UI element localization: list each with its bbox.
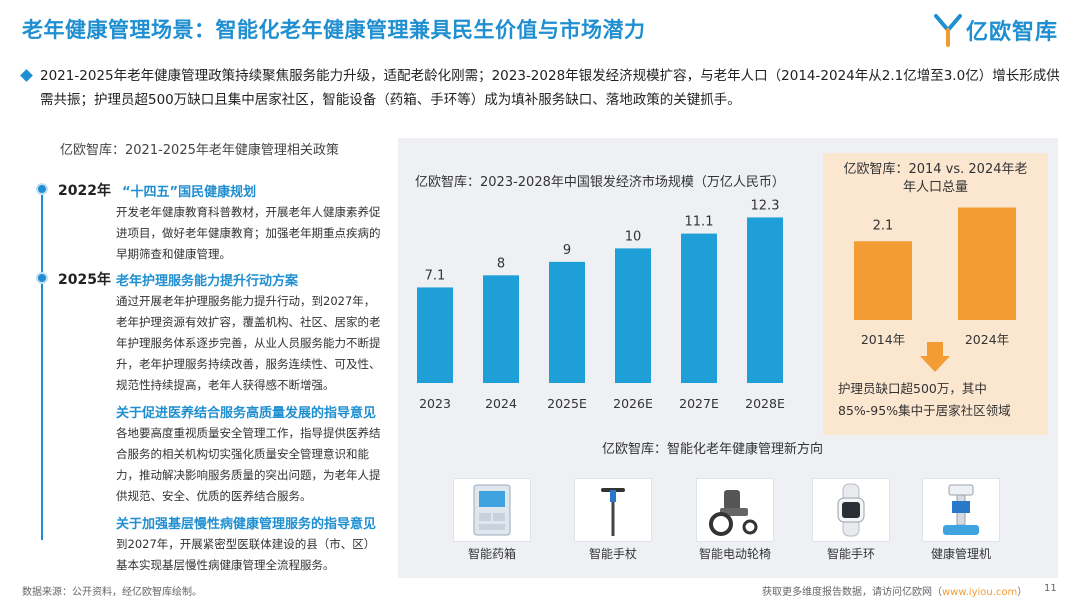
bar-value-label: 11.1 xyxy=(685,215,714,230)
bar-value-label: 7.1 xyxy=(425,268,446,283)
population-chart-title: 亿欧智库：2014 vs. 2024年老年人口总量 xyxy=(823,161,1048,197)
timeline-dot xyxy=(36,272,48,284)
device-label: 智能手环 xyxy=(826,547,875,561)
policy-year: 2025年 xyxy=(58,272,111,288)
policy-year: 2022年 xyxy=(58,183,111,199)
smart-cane-icon xyxy=(574,478,652,542)
category-tick-label: 2027E xyxy=(679,396,719,411)
policies-section-title: 亿欧智库：2021-2025年老年健康管理相关政策 xyxy=(60,143,339,158)
policy-body: 各地要高度重视质量安全管理工作，指导提供医养结合服务的相关机构切实强化质量安全管… xyxy=(116,426,381,503)
caregiver-gap-note: 护理员缺口超500万，其中85%-95%集中于居家社区领域 xyxy=(838,381,1011,418)
category-tick-label: 2024 xyxy=(485,396,517,411)
device-label: 智能手杖 xyxy=(588,547,637,561)
bar-value-label: 10 xyxy=(625,229,642,244)
data-source: 数据来源：公开资料，经亿欧智库绘制。 xyxy=(22,587,202,598)
device-label: 智能药箱 xyxy=(467,547,516,561)
policy-title: 关于加强基层慢性病健康管理服务的指导意见 xyxy=(116,517,377,532)
smart-band-icon xyxy=(812,478,890,542)
silver-economy-chart-title: 亿欧智库：2023-2028年中国银发经济市场规模（万亿人民币） xyxy=(415,175,785,190)
device-card: 智能药箱 xyxy=(453,478,531,562)
device-label: 智能电动轮椅 xyxy=(698,547,771,561)
bar xyxy=(483,275,519,383)
policy-body: 到2027年，开展紧密型医联体建设的县（市、区）基本实现基层慢性病健康管理全流程… xyxy=(116,537,376,572)
population-bar-chart: 2.12014年3.02024年 xyxy=(854,207,1016,347)
silver-economy-bar-chart: 7.1 2023 8 2024 9 2025E 10 2026E 11.1 2027E 12.3 20… xyxy=(417,198,785,411)
medicine-cabinet-icon xyxy=(453,478,531,542)
category-tick-label: 2026E xyxy=(613,396,653,411)
timeline-line xyxy=(41,190,43,540)
bar xyxy=(747,217,783,383)
footer-more-info: 获取更多维度报告数据，请访问亿欧网（www.iyiou.com） xyxy=(762,583,1027,598)
policy-title: “十四五”国民健康规划 xyxy=(122,185,257,200)
bar xyxy=(417,287,453,383)
category-tick-label: 2023 xyxy=(419,396,451,411)
arrow-down-icon xyxy=(920,342,950,372)
logo-text: 亿欧智库 xyxy=(965,20,1058,45)
device-card: 智能手杖 xyxy=(574,478,652,562)
population-title-line: 亿欧智库：2014 vs. 2024年老年人口总量 xyxy=(843,162,1028,195)
bar xyxy=(549,261,585,383)
category-tick-label: 2025E xyxy=(547,396,587,411)
device-card: 智能电动轮椅 xyxy=(696,478,774,562)
population-bar xyxy=(854,241,912,320)
footer-more-suffix: ） xyxy=(1017,587,1028,598)
population-year-label: 2014年 xyxy=(861,332,905,347)
footer-more-prefix: 获取更多维度报告数据，请访问亿欧网（ xyxy=(762,587,942,598)
summary-text: 2021-2025年老年健康管理政策持续聚焦服务能力升级，适配老龄化刚需；202… xyxy=(40,68,1060,108)
electric-wheelchair-icon xyxy=(696,478,774,542)
policy-body: 通过开展老年护理服务能力提升行动，到2027年，老年护理资源有效扩容，覆盖机构、… xyxy=(116,294,381,392)
policy-title: 老年护理服务能力提升行动方案 xyxy=(116,274,299,289)
bar xyxy=(615,248,651,383)
bar-value-label: 12.3 xyxy=(751,198,780,213)
directions-title: 亿欧智库：智能化老年健康管理新方向 xyxy=(602,442,824,457)
policy-title: 关于促进医养结合服务高质量发展的指导意见 xyxy=(116,406,377,421)
bar-value-label: 8 xyxy=(497,256,505,271)
logo-mark-icon xyxy=(933,14,962,47)
health-kiosk-icon xyxy=(922,478,1000,542)
population-bar xyxy=(958,207,1016,320)
population-year-label: 2024年 xyxy=(965,332,1009,347)
bar xyxy=(681,233,717,383)
diamond-bullet-icon xyxy=(20,69,33,82)
page-title: 老年健康管理场景：智能化老年健康管理兼具民生价值与市场潜力 xyxy=(22,18,646,42)
device-card: 智能手环 xyxy=(812,478,890,562)
summary-block: 2021-2025年老年健康管理政策持续聚焦服务能力升级，适配老龄化刚需；202… xyxy=(20,64,1062,112)
page-number: 11 xyxy=(1044,583,1057,594)
footer-url-link[interactable]: www.iyiou.com xyxy=(942,587,1018,598)
device-label: 健康管理机 xyxy=(930,547,991,561)
policy-body: 开发老年健康教育科普教材，开展老年人健康素养促进项目，做好老年健康教育；加强老年… xyxy=(116,205,381,261)
population-value-label: 2.1 xyxy=(873,218,894,233)
timeline-dot xyxy=(36,183,48,195)
device-card: 健康管理机 xyxy=(922,478,1000,562)
brand-logo: 亿欧智库 xyxy=(933,12,1058,48)
category-tick-label: 2028E xyxy=(745,396,785,411)
bar-value-label: 9 xyxy=(563,243,571,258)
